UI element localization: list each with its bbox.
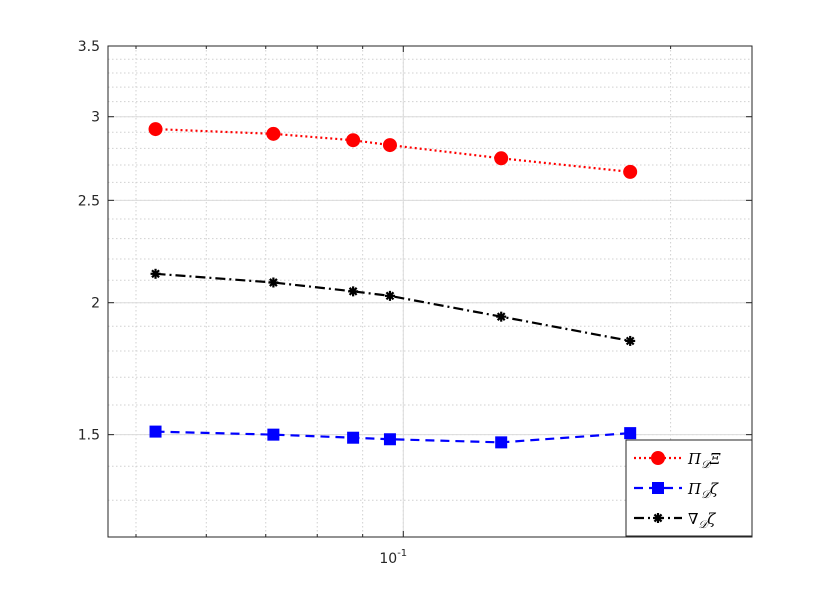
data-point xyxy=(267,428,280,441)
y-tick-label: 3.5 xyxy=(78,39,100,55)
data-point xyxy=(148,122,163,137)
grid-lines xyxy=(108,45,752,537)
legend-box xyxy=(625,439,753,537)
data-point xyxy=(268,277,279,288)
legend-label-subscript: 𝒟 xyxy=(698,518,709,531)
series-0 xyxy=(148,122,638,179)
y-tick-label: 3 xyxy=(91,110,100,126)
data-point xyxy=(494,151,509,166)
plot-frame xyxy=(107,45,753,538)
legend-entry: Π𝒟Ξ xyxy=(634,450,721,471)
legend-label: Π𝒟Ξ xyxy=(687,450,721,471)
legend-label-symbol: ζ xyxy=(710,480,719,498)
series-line xyxy=(155,430,631,444)
legend-label-operator: Π xyxy=(687,450,702,468)
data-point xyxy=(625,335,636,346)
data-point xyxy=(495,436,508,449)
legend-marker xyxy=(653,513,663,523)
series-line xyxy=(155,128,631,173)
legend-label-subscript: 𝒟 xyxy=(701,458,712,471)
legend-marker xyxy=(651,451,665,465)
series-1 xyxy=(149,425,637,449)
legend-label-symbol: Ξ xyxy=(709,450,721,468)
series-2 xyxy=(150,268,636,346)
legend-label-operator: Π xyxy=(687,480,702,498)
data-point xyxy=(384,290,395,301)
legend-label: ∇𝒟ζ xyxy=(688,510,716,531)
x-tick-base: 10 xyxy=(379,551,397,567)
data-point xyxy=(149,425,162,438)
data-point xyxy=(346,133,361,148)
data-point xyxy=(266,126,281,141)
x-tick-label: 10-1 xyxy=(379,548,407,567)
y-tick-label: 1.5 xyxy=(78,428,100,444)
y-tick-label: 2 xyxy=(91,296,100,312)
data-point xyxy=(623,164,638,179)
series-layer xyxy=(148,122,638,449)
data-point xyxy=(496,311,507,322)
data-point xyxy=(382,138,397,153)
data-point xyxy=(383,433,396,446)
axes: 1.5 2 2.5 3 3.5 10-1 xyxy=(78,39,753,567)
data-point xyxy=(150,268,161,279)
legend-marker xyxy=(652,482,664,494)
legend-entry: ∇𝒟ζ xyxy=(634,510,716,531)
data-point xyxy=(347,431,360,444)
legend-label: Π𝒟ζ xyxy=(687,480,719,501)
legend-label-symbol: ζ xyxy=(707,510,716,528)
legend-entry: Π𝒟ζ xyxy=(634,480,719,501)
y-tick-label: 2.5 xyxy=(78,193,100,209)
data-point xyxy=(348,286,359,297)
legend-label-subscript: 𝒟 xyxy=(701,488,712,501)
legend-label-operator: ∇ xyxy=(688,510,698,528)
data-point xyxy=(624,427,637,440)
x-tick-exponent: -1 xyxy=(397,548,407,559)
